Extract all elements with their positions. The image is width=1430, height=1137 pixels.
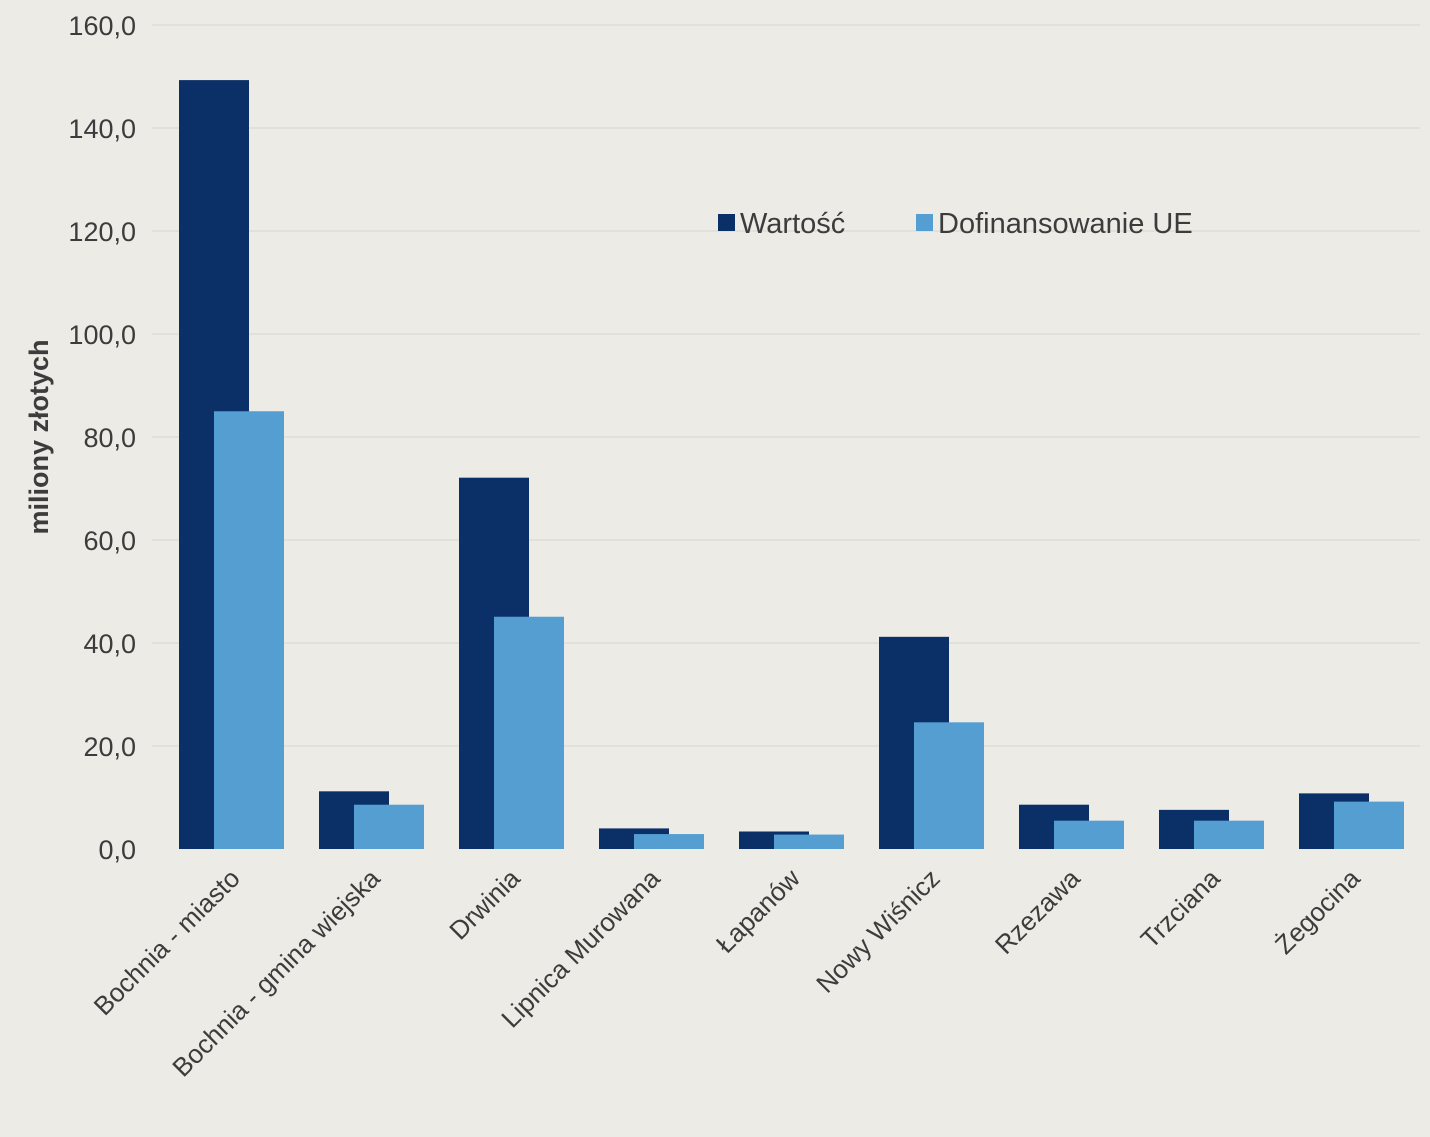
- y-tick-label: 160,0: [68, 11, 136, 41]
- legend: Wartość Dofinansowanie UE: [718, 208, 1193, 240]
- y-tick-label: 40,0: [83, 629, 136, 659]
- bar-dofinansowanie-ue-lipnica-murowana: [634, 834, 704, 849]
- y-axis-ticks: 0,0 20,0 40,0 60,0 80,0 100,0 120,0 140,0 160,0: [68, 11, 136, 865]
- legend-swatch-dofinansowanie-ue: [916, 214, 933, 231]
- bar-dofinansowanie-ue-bochnia-gmina-wiejska: [354, 804, 424, 849]
- x-category-label: Drwinia: [443, 863, 526, 946]
- x-category-label: Rzezawa: [989, 863, 1086, 960]
- y-tick-label: 80,0: [83, 423, 136, 453]
- y-tick-label: 100,0: [68, 320, 136, 350]
- bar-dofinansowanie-ue-trzciana: [1194, 820, 1264, 849]
- x-category-label: Nowy Wiśnicz: [810, 863, 946, 999]
- y-tick-label: 140,0: [68, 114, 136, 144]
- x-category-label: Łapanów: [710, 863, 806, 959]
- legend-label-wartosc: Wartość: [740, 208, 845, 240]
- y-tick-label: 20,0: [83, 732, 136, 762]
- y-tick-label: 0,0: [98, 835, 136, 865]
- legend-label-dofinansowanie-ue: Dofinansowanie UE: [938, 208, 1193, 240]
- bar-dofinansowanie-ue-nowy-wisnicz: [914, 722, 984, 849]
- gridlines: [152, 24, 1420, 747]
- y-tick-label: 120,0: [68, 217, 136, 247]
- bars: [179, 80, 1404, 850]
- x-category-label: Bochnia - miasto: [88, 863, 246, 1021]
- legend-swatch-wartosc: [718, 214, 735, 231]
- y-tick-label: 60,0: [83, 526, 136, 556]
- bar-dofinansowanie-ue-bochnia-miasto: [214, 411, 284, 849]
- bar-dofinansowanie-ue-drwinia: [494, 616, 564, 849]
- bar-dofinansowanie-ue-lapanow: [774, 834, 844, 849]
- bar-dofinansowanie-ue-zegocina: [1334, 801, 1404, 849]
- bar-dofinansowanie-ue-rzezawa: [1054, 820, 1124, 849]
- x-category-label: Żegocina: [1269, 863, 1366, 960]
- y-axis-label: miliony złotych: [24, 339, 54, 534]
- x-category-label: Trzciana: [1135, 863, 1226, 954]
